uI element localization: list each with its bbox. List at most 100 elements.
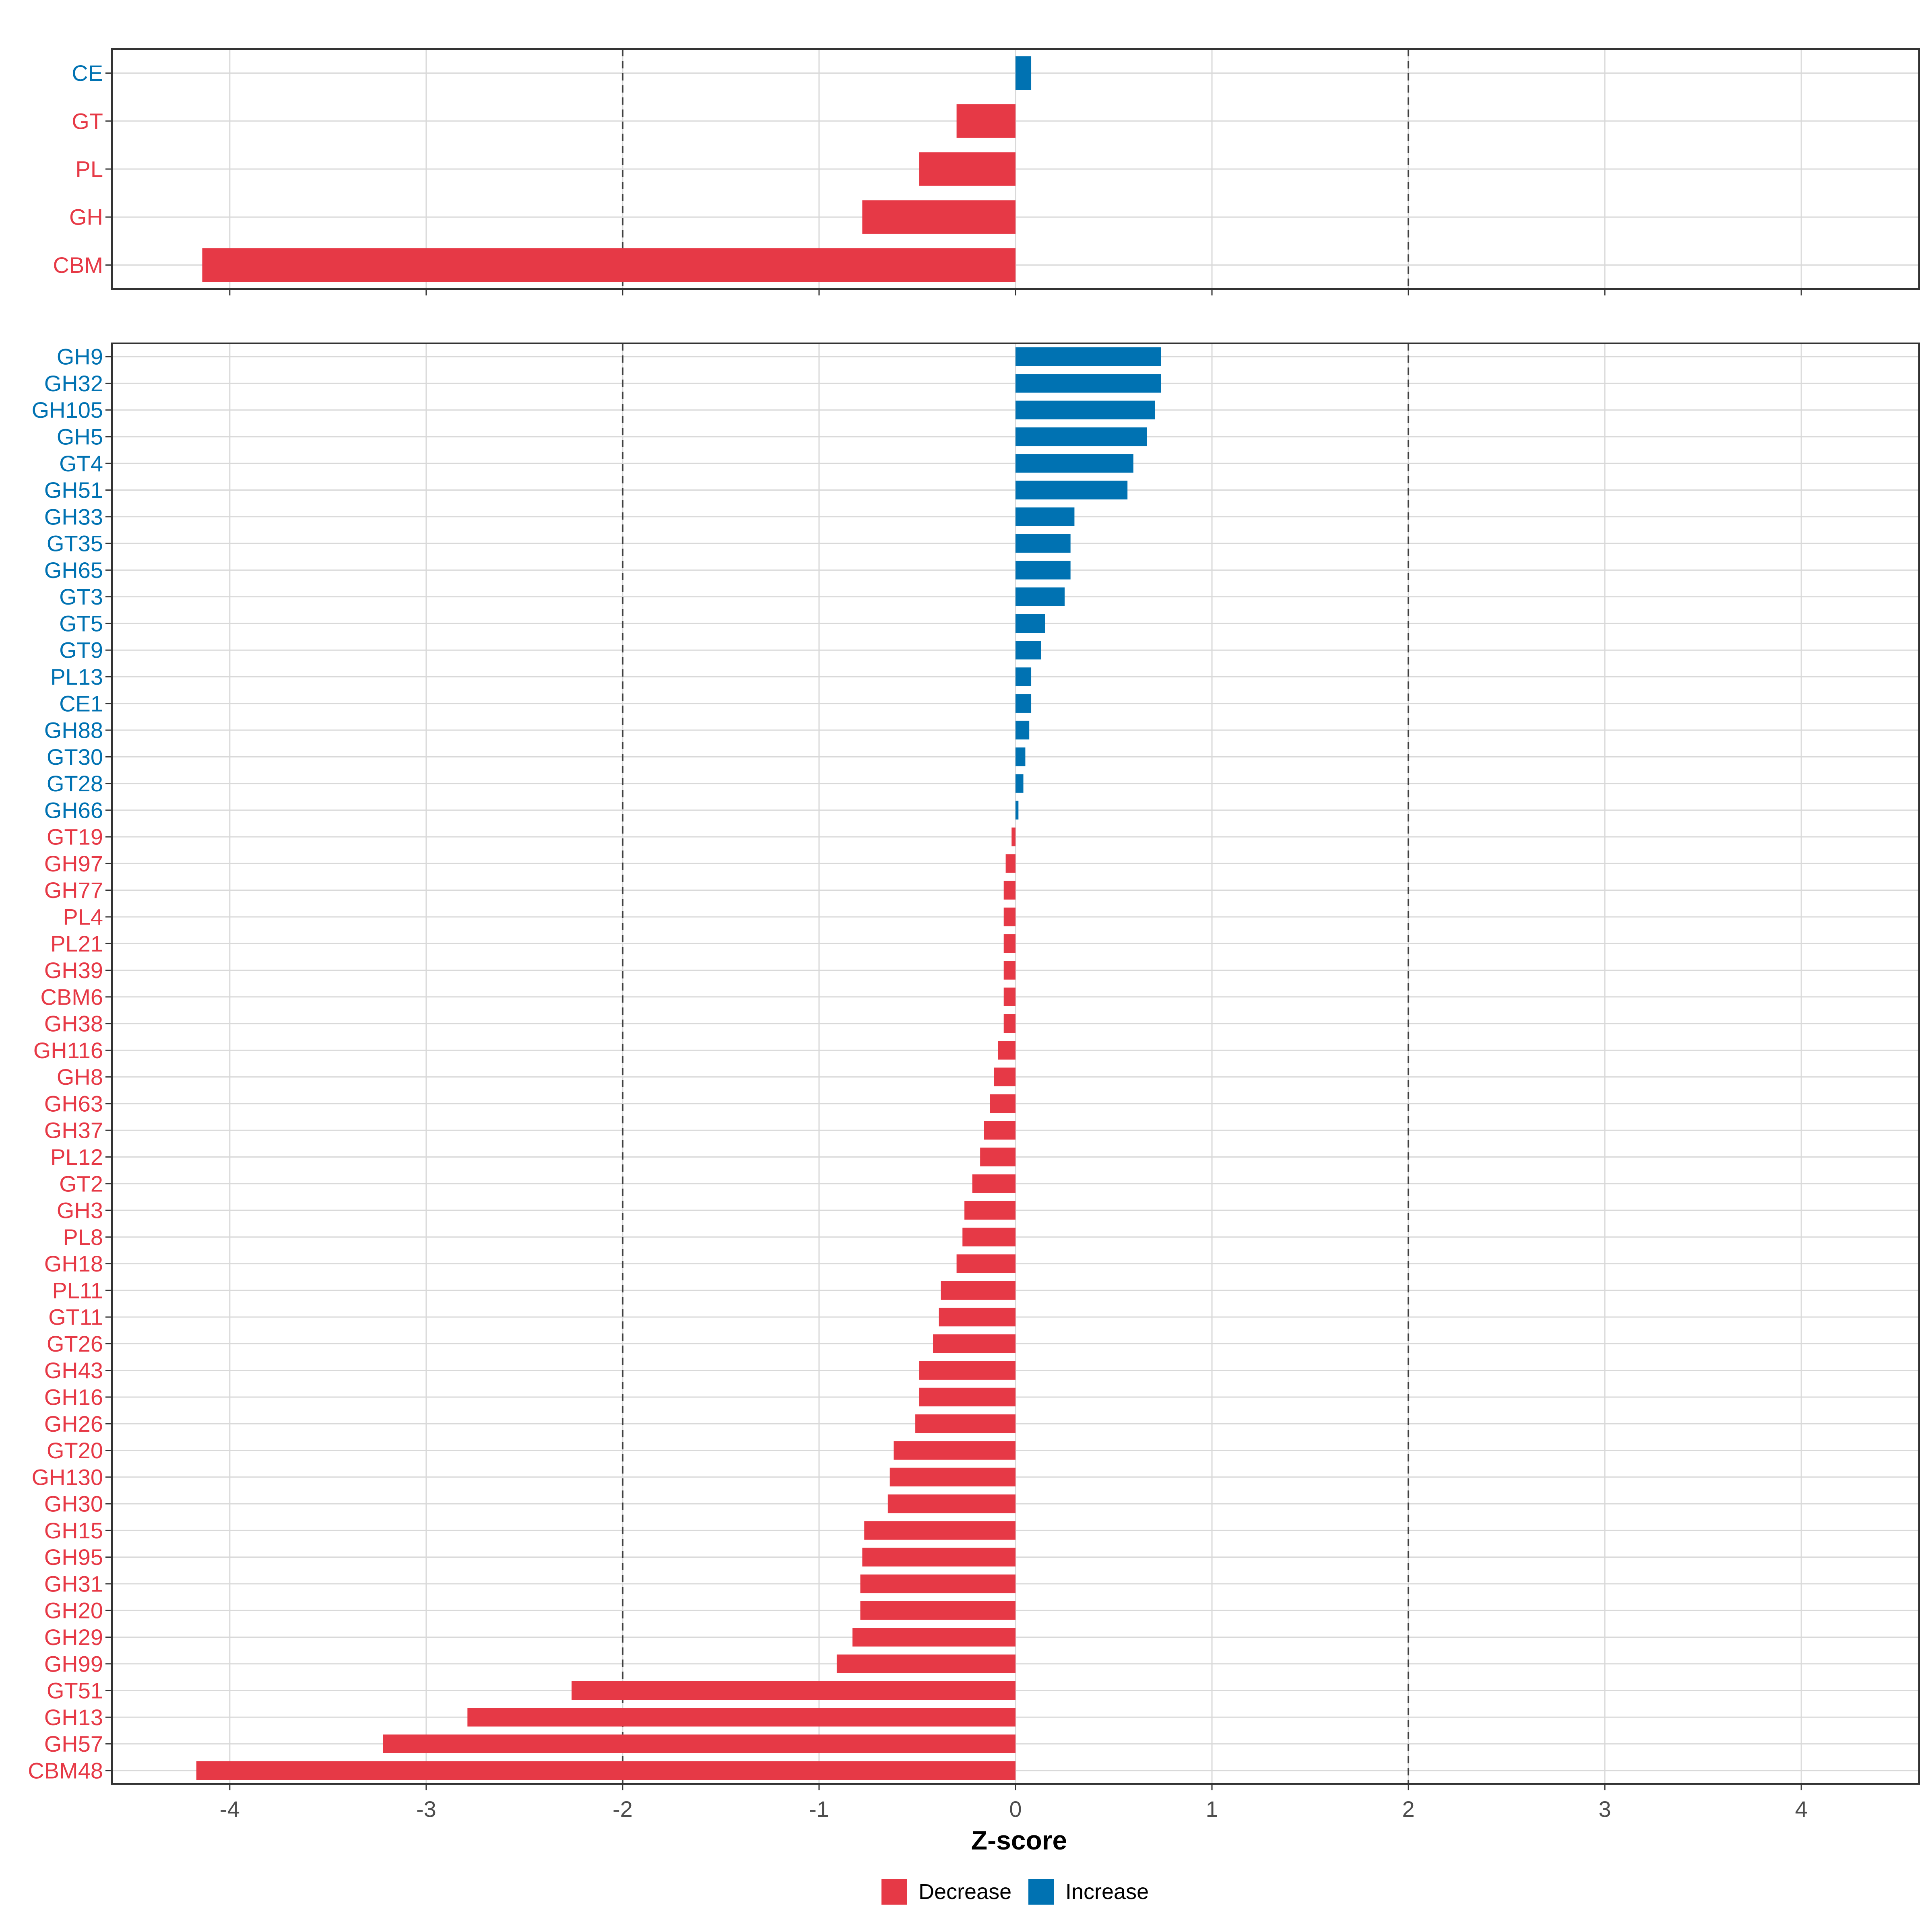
panel-border	[111, 48, 1920, 290]
bar-gh5	[1016, 427, 1147, 446]
bar-pl8	[962, 1228, 1016, 1247]
category-label-gh97: GH97	[44, 851, 103, 876]
category-label-gh37: GH37	[44, 1118, 103, 1143]
x-axis-title: Z-score	[971, 1825, 1067, 1855]
category-label-gt19: GT19	[47, 824, 103, 850]
bar-gh32	[1016, 374, 1161, 393]
category-label-gt35: GT35	[47, 531, 103, 556]
category-label-gt28: GT28	[47, 771, 103, 796]
category-label-gh16: GH16	[44, 1384, 103, 1410]
top-panel: CE GT PL GH CBM	[53, 48, 1920, 295]
bar-gh105	[1016, 400, 1155, 419]
category-label-gh95: GH95	[44, 1544, 103, 1570]
category-label-gh3: GH3	[57, 1198, 103, 1223]
legend-key-decrease	[881, 1879, 907, 1905]
bar-gh99	[836, 1654, 1016, 1673]
category-label-pl12: PL12	[50, 1144, 103, 1170]
bar-ce	[1016, 56, 1032, 90]
legend-key-increase	[1028, 1879, 1054, 1905]
bar-gh15	[864, 1521, 1016, 1540]
category-label-pl11: PL11	[52, 1278, 103, 1303]
x-tick-label: -1	[809, 1796, 829, 1822]
category-label-gh43: GH43	[44, 1358, 103, 1383]
category-label-gh116: GH116	[33, 1038, 103, 1063]
x-tick-label: -2	[613, 1796, 633, 1822]
category-label-gh57: GH57	[44, 1731, 103, 1757]
x-tick-label: -4	[220, 1796, 240, 1822]
bar-pl21	[1003, 934, 1016, 953]
category-label-pl13: PL13	[50, 664, 103, 689]
bar-gh18	[956, 1254, 1016, 1273]
bar-gh16	[919, 1387, 1016, 1407]
bar-gt	[956, 104, 1016, 138]
category-label-gh5: GH5	[57, 424, 103, 449]
category-label-gt20: GT20	[47, 1438, 103, 1463]
bar-gt5	[1016, 614, 1045, 633]
category-label-gh77: GH77	[44, 877, 103, 903]
category-label-gh33: GH33	[44, 504, 103, 529]
bar-gh38	[1003, 1014, 1016, 1033]
category-label-cbm48: CBM48	[28, 1758, 103, 1783]
bar-gh95	[862, 1548, 1016, 1567]
bar-gh8	[994, 1067, 1016, 1086]
category-label-gh39: GH39	[44, 958, 103, 983]
bar-gh66	[1016, 801, 1019, 820]
bar-gh	[862, 200, 1016, 234]
bar-gh39	[1003, 961, 1016, 980]
bar-gh63	[990, 1094, 1016, 1113]
category-label-gh65: GH65	[44, 557, 103, 583]
legend-label-increase: Increase	[1065, 1880, 1149, 1904]
legend: Decrease Increase	[881, 1879, 1149, 1905]
category-label-gh130: GH130	[32, 1464, 103, 1490]
bar-gh130	[890, 1468, 1016, 1487]
bar-pl4	[1003, 907, 1016, 927]
category-label-gt26: GT26	[47, 1331, 103, 1356]
bar-gh31	[860, 1574, 1016, 1593]
category-label-gh32: GH32	[44, 371, 103, 396]
category-label-gh26: GH26	[44, 1411, 103, 1437]
x-tick-label: -3	[416, 1796, 436, 1822]
bar-gh29	[852, 1628, 1016, 1647]
x-tick-label: 2	[1402, 1796, 1415, 1822]
category-label-gt9: GT9	[59, 638, 103, 663]
category-label-gh29: GH29	[44, 1624, 103, 1650]
legend-label-decrease: Decrease	[919, 1880, 1011, 1904]
bar-gh97	[1005, 854, 1016, 873]
x-tick-label: 0	[1009, 1796, 1022, 1822]
category-label-gh30: GH30	[44, 1491, 103, 1517]
category-label-gh15: GH15	[44, 1518, 103, 1543]
bar-gt20	[894, 1441, 1016, 1460]
category-label-pl8: PL8	[63, 1224, 103, 1250]
category-label-gt2: GT2	[59, 1171, 103, 1196]
category-label-gt11: GT11	[48, 1305, 103, 1330]
panel-border	[111, 343, 1920, 1785]
category-label-gh88: GH88	[44, 718, 103, 743]
x-tick-label: 3	[1599, 1796, 1611, 1822]
category-label-gh99: GH99	[44, 1651, 103, 1676]
bar-gt9	[1016, 640, 1041, 660]
category-label-gh: GH	[69, 204, 103, 230]
category-label-gt: GT	[72, 108, 103, 134]
bar-gh9	[1016, 347, 1161, 366]
bar-gt3	[1016, 587, 1065, 606]
category-label-ce: CE	[72, 60, 103, 86]
category-label-gh9: GH9	[57, 344, 103, 369]
bar-ce1	[1016, 694, 1032, 713]
bar-gh65	[1016, 561, 1071, 580]
category-label-gh18: GH18	[44, 1251, 103, 1276]
category-label-gh8: GH8	[57, 1064, 103, 1090]
x-tick-label: 4	[1795, 1796, 1808, 1822]
category-label-gt5: GT5	[59, 611, 103, 636]
bar-gh3	[964, 1201, 1016, 1220]
bar-pl11	[941, 1281, 1016, 1300]
category-label-gh105: GH105	[32, 397, 103, 423]
category-label-gt4: GT4	[59, 451, 103, 476]
bar-gh51	[1016, 481, 1128, 500]
category-label-gh51: GH51	[44, 477, 103, 503]
category-label-gh13: GH13	[44, 1705, 103, 1730]
bar-gh116	[998, 1041, 1016, 1060]
bar-gt19	[1011, 827, 1016, 846]
category-label-pl4: PL4	[63, 904, 103, 929]
bar-gh43	[919, 1361, 1016, 1380]
